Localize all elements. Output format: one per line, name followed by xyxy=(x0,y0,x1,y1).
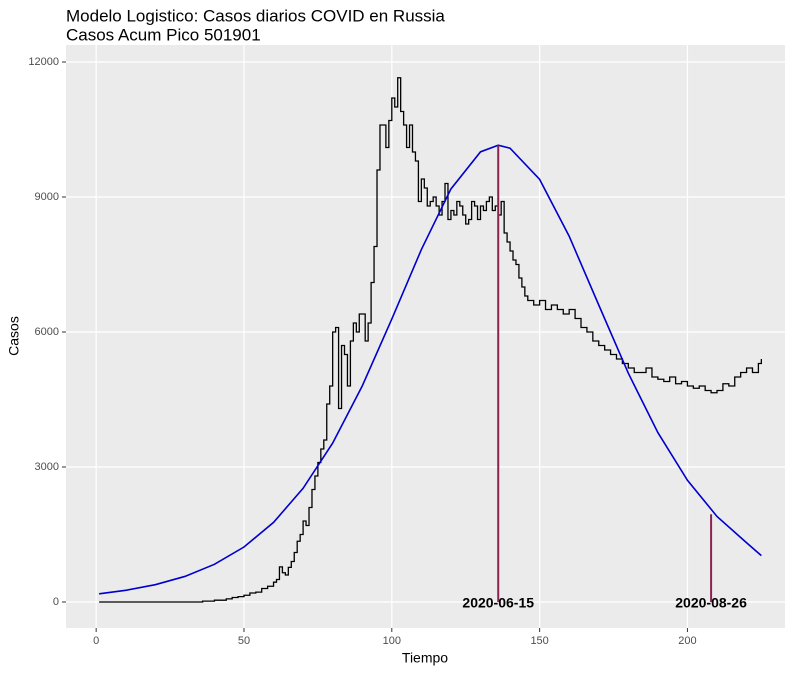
y-tick-label: 3000 xyxy=(35,461,59,473)
x-tick-label: 150 xyxy=(530,635,548,647)
y-tick-label: 12000 xyxy=(28,56,59,68)
y-tick-label: 6000 xyxy=(35,326,59,338)
x-tick-label: 200 xyxy=(678,635,696,647)
fit-line xyxy=(99,144,762,595)
date-label: 2020-08-26 xyxy=(675,595,747,611)
y-tick-label: 0 xyxy=(53,596,59,608)
x-tick-label: 100 xyxy=(383,635,401,647)
step-line xyxy=(99,77,762,603)
panel xyxy=(66,45,785,628)
chart-title: Modelo Logistico: Casos diarios COVID en… xyxy=(66,6,445,25)
y-tick-label: 9000 xyxy=(35,191,59,203)
x-axis-label: Tiempo xyxy=(402,650,448,666)
date-label: 2020-06-15 xyxy=(462,595,534,611)
x-tick-label: 0 xyxy=(93,635,99,647)
chart-subtitle: Casos Acum Pico 501901 xyxy=(66,25,261,44)
x-tick-label: 50 xyxy=(238,635,250,647)
y-axis-label: Casos xyxy=(6,316,22,356)
